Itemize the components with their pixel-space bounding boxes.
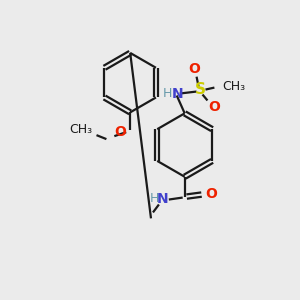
Text: O: O: [189, 62, 200, 76]
Text: N: N: [157, 191, 169, 206]
Text: O: O: [114, 125, 126, 139]
Text: O: O: [208, 100, 220, 114]
Text: O: O: [206, 187, 218, 201]
Text: H: H: [149, 192, 159, 205]
Text: H: H: [163, 87, 172, 100]
Text: S: S: [195, 82, 206, 97]
Text: N: N: [172, 86, 184, 100]
Text: CH₃: CH₃: [69, 123, 92, 136]
Text: CH₃: CH₃: [223, 80, 246, 93]
